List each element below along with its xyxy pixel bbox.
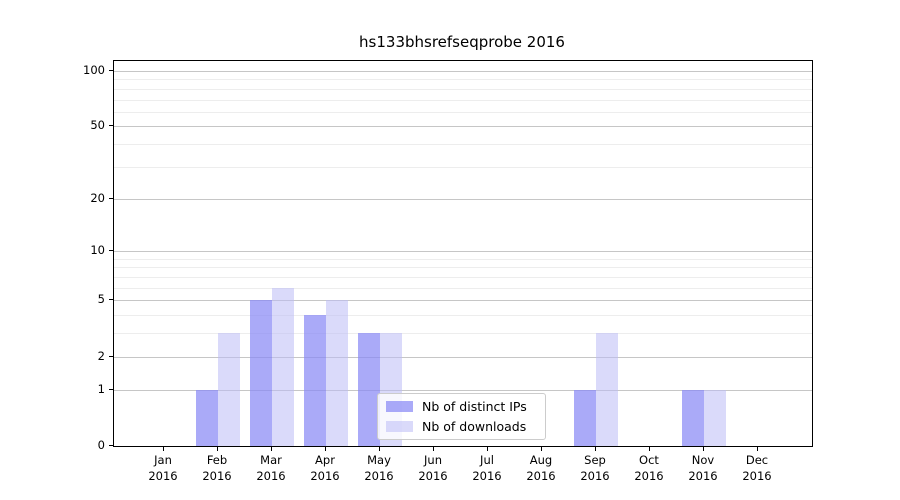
bar-nb-of-downloads-nov <box>704 389 726 446</box>
gridline-major <box>114 198 812 200</box>
bar-nb-of-distinct-ips-mar <box>250 300 272 446</box>
plot-area <box>113 60 813 447</box>
x-tick-mark <box>595 447 596 451</box>
bar-nb-of-distinct-ips-may <box>358 333 380 446</box>
gridline-minor <box>114 79 812 81</box>
x-tick-mark <box>379 447 380 451</box>
gridline-minor <box>114 333 812 335</box>
gridline-minor <box>114 111 812 113</box>
y-tick-mark <box>109 250 113 252</box>
legend: Nb of distinct IPs Nb of downloads <box>377 393 546 440</box>
bar-nb-of-downloads-apr <box>326 300 348 446</box>
gridline-major <box>114 126 812 128</box>
x-tick-label: Jan 2016 <box>148 453 178 483</box>
y-tick-label: 0 <box>97 438 105 452</box>
y-tick-label: 10 <box>90 243 105 258</box>
x-tick-mark <box>649 447 650 451</box>
gridline-minor <box>114 287 812 289</box>
x-tick-mark <box>541 447 542 451</box>
legend-swatch <box>386 421 413 432</box>
gridline-major <box>114 300 812 302</box>
bar-nb-of-downloads-mar <box>272 287 294 446</box>
gridline-minor <box>114 277 812 278</box>
x-tick-mark <box>757 447 758 451</box>
x-tick-mark <box>703 447 704 451</box>
x-tick-label: Nov 2016 <box>688 453 718 483</box>
legend-label: Nb of downloads <box>422 419 527 434</box>
y-tick-mark <box>109 125 113 127</box>
x-tick-mark <box>433 447 434 451</box>
y-tick-label: 50 <box>90 118 105 133</box>
y-tick-mark <box>109 197 113 199</box>
x-tick-label: Apr 2016 <box>310 453 340 483</box>
x-tick-mark <box>163 447 164 451</box>
gridline-major <box>114 356 812 358</box>
gridline-minor <box>114 258 812 260</box>
y-tick-mark <box>109 69 113 71</box>
x-tick-mark <box>271 447 272 451</box>
y-tick-label: 5 <box>97 292 105 307</box>
y-tick-mark <box>109 355 113 357</box>
y-tick-mark <box>109 388 113 390</box>
bar-nb-of-distinct-ips-feb <box>196 389 218 446</box>
x-tick-label: Feb 2016 <box>202 453 232 483</box>
legend-label: Nb of distinct IPs <box>422 399 527 414</box>
x-tick-mark <box>487 447 488 451</box>
gridline-minor <box>114 315 812 317</box>
x-tick-label: Sep 2016 <box>580 453 610 483</box>
x-tick-label: Jul 2016 <box>472 453 502 483</box>
gridline-minor <box>114 166 812 168</box>
legend-swatch <box>386 401 413 412</box>
y-tick-label: 20 <box>90 190 105 205</box>
y-tick-mark <box>109 299 113 301</box>
x-tick-label: Dec 2016 <box>742 453 772 483</box>
gridline-minor <box>114 88 812 90</box>
x-tick-mark <box>217 447 218 451</box>
legend-row: Nb of distinct IPs <box>386 399 536 414</box>
x-tick-label: Aug 2016 <box>526 453 556 483</box>
bar-nb-of-downloads-feb <box>218 333 240 446</box>
x-tick-label: Oct 2016 <box>634 453 664 483</box>
gridline-major <box>114 389 812 391</box>
bar-nb-of-downloads-sep <box>596 333 618 446</box>
legend-row: Nb of downloads <box>386 419 536 434</box>
gridline-minor <box>114 267 812 269</box>
gridline-major <box>114 251 812 253</box>
bar-nb-of-distinct-ips-apr <box>304 315 326 446</box>
x-tick-mark <box>325 447 326 451</box>
y-tick-label: 2 <box>97 348 105 363</box>
x-tick-label: Mar 2016 <box>256 453 286 483</box>
y-tick-label: 1 <box>97 381 105 396</box>
x-tick-label: Jun 2016 <box>418 453 448 483</box>
gridline-minor <box>114 99 812 101</box>
y-tick-mark <box>109 445 113 446</box>
y-tick-label: 100 <box>83 62 105 77</box>
bar-nb-of-distinct-ips-sep <box>574 389 596 446</box>
gridline-major <box>114 70 812 72</box>
x-tick-label: May 2016 <box>364 453 394 483</box>
bar-nb-of-distinct-ips-nov <box>682 389 704 446</box>
chart-title: hs133bhsrefseqprobe 2016 <box>359 33 565 51</box>
gridline-minor <box>114 144 812 146</box>
